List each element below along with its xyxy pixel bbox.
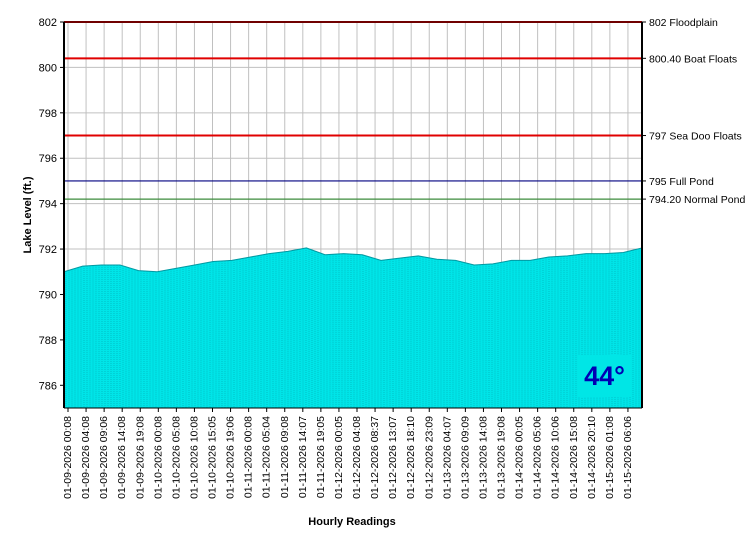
x-tick-label: 01-09-2026 09:06 [98, 416, 110, 499]
x-tick-labels: 01-09-2026 00:08 01-09-2026 04:08 01-09-20… [62, 408, 634, 499]
x-tick-label: 01-12-2026 04:08 [351, 416, 363, 499]
x-tick-label: 01-12-2026 23:09 [423, 416, 435, 499]
x-tick-label: 01-14-2026 10:06 [550, 416, 562, 499]
x-tick-label: 01-14-2026 05:06 [532, 416, 544, 499]
x-tick-label: 01-10-2026 05:08 [170, 416, 182, 499]
temperature-value: 44° [584, 360, 625, 391]
x-tick-label: 01-13-2026 04:07 [441, 416, 453, 499]
x-tick-label: 01-10-2026 00:08 [152, 416, 164, 499]
x-tick-label: 01-11-2026 00:08 [243, 416, 255, 498]
x-tick-label: 01-13-2026 14:08 [477, 416, 489, 499]
y-tick-label: 792 [39, 244, 57, 256]
x-tick-label: 01-14-2026 20:10 [586, 416, 598, 499]
x-tick-label: 01-10-2026 15:05 [207, 416, 219, 499]
x-tick-label: 01-09-2026 00:08 [62, 416, 74, 499]
x-tick-label: 01-12-2026 08:37 [369, 416, 381, 499]
x-tick-label: 01-11-2026 05:04 [261, 416, 273, 498]
x-tick-label: 01-09-2026 04:08 [80, 416, 92, 499]
level-outline [63, 247, 643, 273]
y-tick-label: 786 [39, 380, 57, 392]
x-tick-label: 01-12-2026 13:07 [387, 416, 399, 499]
x-tick-label: 01-09-2026 19:08 [134, 416, 146, 499]
y-tick-label: 796 [39, 153, 57, 165]
x-tick-label: 01-13-2026 09:09 [459, 416, 471, 499]
y-tick-label: 800 [39, 62, 57, 74]
y-tick-label: 798 [39, 108, 57, 120]
x-tick-label: 01-15-2026 06:06 [622, 416, 634, 499]
y-tick-label: 802 [39, 17, 57, 29]
y-tick-label: 788 [39, 335, 57, 347]
y-axis-label: Lake Level (ft.) [22, 176, 34, 253]
x-tick-label: 01-15-2026 01:08 [604, 416, 616, 499]
reference-label: 794.20 Normal Pond [649, 194, 745, 206]
y-tick-label: 794 [39, 199, 57, 211]
x-tick-label: 01-09-2026 14:08 [116, 416, 128, 499]
x-tick-label: 01-14-2026 00:05 [514, 416, 526, 499]
temperature-badge: 44° [577, 355, 632, 397]
data-area [63, 247, 643, 408]
reference-label: 797 Sea Doo Floats [649, 131, 742, 143]
x-tick-label: 01-14-2026 15:08 [568, 416, 580, 499]
x-tick-label: 01-10-2026 10:08 [188, 416, 200, 499]
reference-label: 802 Floodplain [649, 17, 718, 29]
x-tick-label: 01-12-2026 18:10 [405, 416, 417, 499]
x-tick-label: 01-13-2026 19:08 [496, 416, 508, 499]
x-tick-label: 01-11-2026 14:07 [297, 416, 309, 498]
x-axis-label: Hourly Readings [308, 516, 395, 528]
axes [63, 21, 643, 409]
reference-label: 800.40 Boat Floats [649, 53, 737, 65]
y-tick-labels: 786 788 790 792 794 796 798 800 802 [39, 17, 64, 392]
y-tick-label: 790 [39, 289, 57, 301]
x-tick-label: 01-12-2026 00:05 [333, 416, 345, 499]
level-area [64, 247, 642, 408]
x-tick-label: 01-11-2026 09:08 [279, 416, 291, 498]
reference-label: 795 Full Pond [649, 176, 714, 188]
x-tick-label: 01-11-2026 19:05 [315, 416, 327, 498]
x-tick-label: 01-10-2026 19:06 [225, 416, 237, 499]
